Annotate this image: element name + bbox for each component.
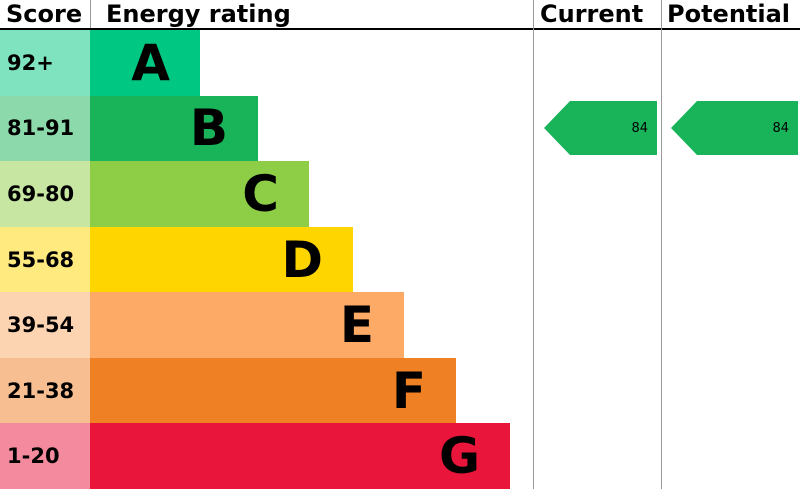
rating-bar: F <box>90 357 456 424</box>
score-header-divider <box>90 0 91 28</box>
rating-letter: F <box>391 361 426 420</box>
score-range: 81-91 <box>0 95 90 162</box>
rating-letter: D <box>281 230 323 289</box>
rating-bar: A <box>90 30 200 96</box>
score-range: 1-20 <box>0 423 90 489</box>
score-range: 92+ <box>0 30 90 96</box>
rating-letter: E <box>339 296 374 355</box>
score-range: 21-38 <box>0 357 90 424</box>
potential-rating-value: 84 <box>772 120 789 136</box>
chart-header: Score Energy rating Current Potential <box>0 0 800 30</box>
rating-band-row-d: 55-68 D <box>0 226 510 293</box>
rating-bar: B <box>90 95 258 162</box>
current-rating-arrow: 84 <box>544 101 657 155</box>
current-column-header: Current <box>540 0 644 28</box>
rating-band-row-f: 21-38 F <box>0 357 510 424</box>
rating-band-row-c: 69-80 C <box>0 161 510 227</box>
rating-letter: A <box>131 33 170 92</box>
current-rating-value: 84 <box>631 120 648 136</box>
rating-letter: C <box>242 164 279 223</box>
rating-bar: E <box>90 292 404 358</box>
rating-band-row-a: 92+ A <box>0 30 510 96</box>
potential-column-divider <box>661 0 662 489</box>
rating-bands: 92+ A 81-91 B 69-80 C 55-68 D 39-54 <box>0 30 510 489</box>
score-range: 39-54 <box>0 292 90 358</box>
rating-bar: C <box>90 161 309 227</box>
rating-bar: D <box>90 226 353 293</box>
energy-rating-column-header: Energy rating <box>106 0 291 28</box>
current-column-divider <box>533 0 534 489</box>
rating-band-row-b: 81-91 B <box>0 95 510 162</box>
score-column-header: Score <box>6 0 83 28</box>
rating-letter: B <box>189 99 228 158</box>
score-range: 69-80 <box>0 161 90 227</box>
score-range: 55-68 <box>0 226 90 293</box>
potential-rating-arrow: 84 <box>671 101 798 155</box>
potential-column-header: Potential <box>667 0 791 28</box>
rating-bar: G <box>90 423 510 489</box>
rating-band-row-e: 39-54 E <box>0 292 510 358</box>
rating-band-row-g: 1-20 G <box>0 423 510 489</box>
rating-letter: G <box>438 427 480 486</box>
